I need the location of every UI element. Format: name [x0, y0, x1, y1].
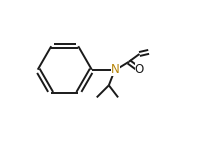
Text: N: N	[111, 63, 120, 76]
Text: O: O	[135, 63, 144, 76]
